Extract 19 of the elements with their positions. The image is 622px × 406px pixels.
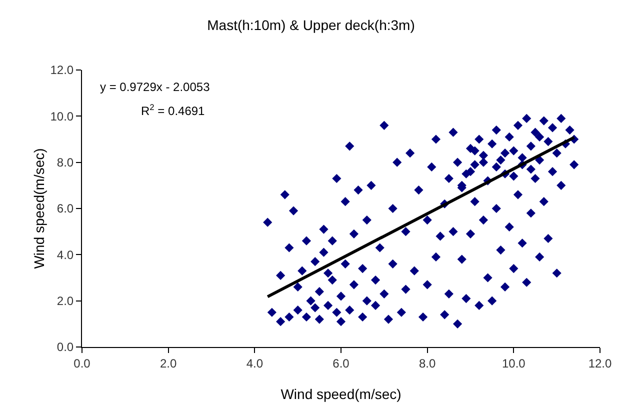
chart-title: Mast(h:10m) & Upper deck(h:3m) [207, 17, 415, 34]
y-tick-label: 0.0 [56, 340, 74, 354]
annotation: R$^{2}$ = 0.4691 [141, 102, 206, 118]
x-axis-title: Wind speed(m/sec) [280, 386, 402, 402]
y-tick-label: 4.0 [56, 248, 74, 262]
x-tick-label: 2.0 [160, 356, 177, 370]
x-tick-label: 6.0 [332, 356, 350, 370]
y-tick-label: 2.0 [56, 294, 74, 308]
annotation: y = 0.9729x - 2.0053 [100, 80, 210, 94]
x-tick-label: 10.0 [502, 356, 526, 370]
y-tick-label: 10.0 [50, 109, 74, 124]
y-tick-label: 12.0 [50, 63, 74, 78]
y-tick-label: 6.0 [56, 202, 74, 216]
y-axis-title: Wind speed(m/sec) [31, 148, 47, 269]
x-tick-label: 0.0 [74, 356, 91, 370]
x-tick-label: 4.0 [246, 356, 264, 370]
x-tick-label: 8.0 [418, 356, 436, 370]
x-tick-label: 12.0 [588, 356, 612, 370]
y-tick-label: 8.0 [56, 156, 74, 170]
